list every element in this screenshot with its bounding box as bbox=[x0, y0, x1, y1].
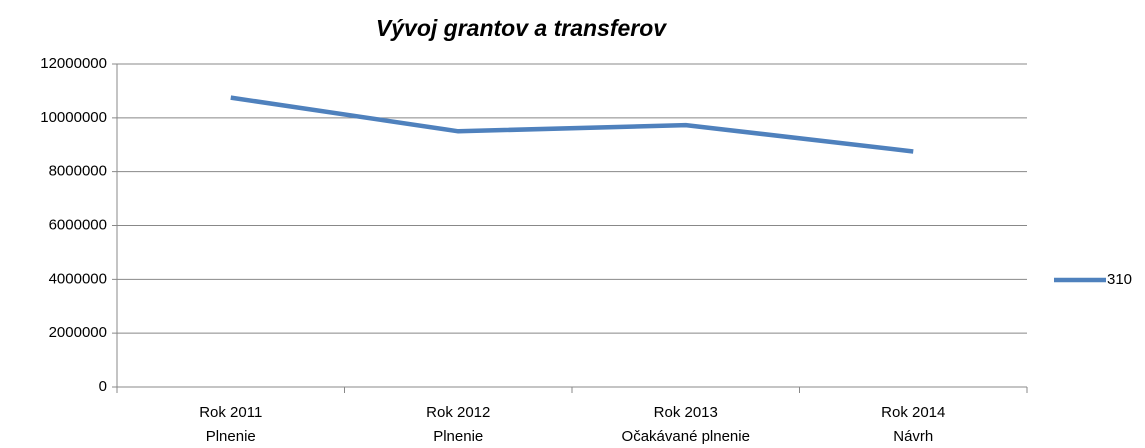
x-tick-label: Rok 2011 bbox=[199, 404, 262, 421]
y-tick-label: 8000000 bbox=[49, 163, 107, 180]
y-tick-label: 0 bbox=[99, 378, 107, 395]
line-series bbox=[230, 95, 914, 154]
y-tick-label: 4000000 bbox=[49, 270, 107, 287]
y-tick-label: 10000000 bbox=[40, 109, 107, 126]
x-tick-label: Plnenie bbox=[206, 428, 256, 445]
y-tick-label: 6000000 bbox=[49, 216, 107, 233]
legend-label: 310 bbox=[1107, 271, 1132, 288]
y-tick-label: 2000000 bbox=[49, 324, 107, 341]
x-tick-label: Rok 2014 bbox=[881, 404, 945, 421]
y-tick-label: 12000000 bbox=[40, 55, 107, 72]
x-tick-label: Návrh bbox=[893, 428, 933, 445]
x-tick-label: Plnenie bbox=[433, 428, 483, 445]
x-tick-label: Rok 2013 bbox=[654, 404, 718, 421]
x-tick-label: Očakávané plnenie bbox=[622, 428, 750, 445]
x-tick-label: Rok 2012 bbox=[426, 404, 490, 421]
chart-title: Vývoj grantov a transferov bbox=[376, 15, 667, 41]
